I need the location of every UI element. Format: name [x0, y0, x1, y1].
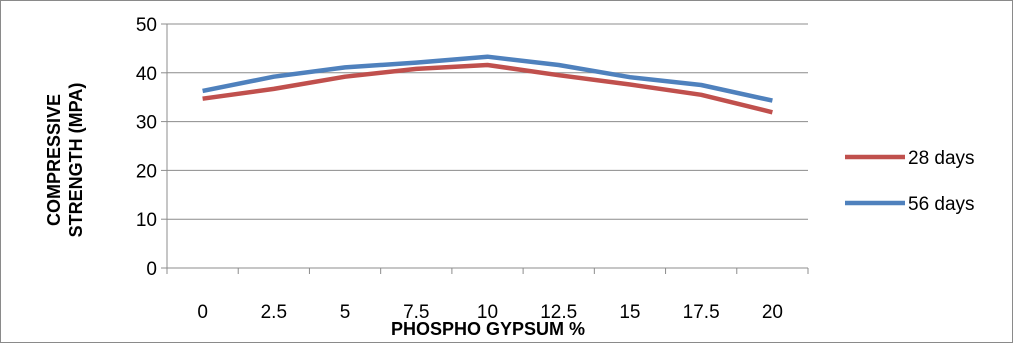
- y-tick-label: 50: [136, 15, 157, 36]
- gridlines: [167, 23, 808, 220]
- series-line-56-days: [202, 54, 773, 103]
- legend: 28 days 56 days: [845, 148, 975, 215]
- x-tick-label: 17.5: [683, 302, 720, 323]
- y-tick-label: 0: [146, 259, 157, 280]
- legend-label: 28 days: [908, 148, 975, 169]
- series-line-28-days: [202, 62, 773, 115]
- y-tick-label: 10: [136, 210, 157, 231]
- x-tick-label: 0: [197, 302, 208, 323]
- y-axis-title-line-1: COMPRESSIVE: [44, 94, 64, 226]
- x-tick-label: 20: [762, 302, 783, 323]
- x-axis-title: PHOSPHO GYPSUM %: [391, 319, 585, 339]
- y-axis-title-line-2: STRENGTH (MPA): [66, 83, 86, 238]
- x-tick-label: 2.5: [261, 302, 287, 323]
- x-tick-label: 5: [340, 302, 351, 323]
- x-tick-label: 7.5: [403, 302, 429, 323]
- series-lines: [202, 54, 773, 115]
- x-tick-label: 10: [477, 302, 498, 323]
- x-tick-label: 12.5: [540, 302, 577, 323]
- y-axis-title: COMPRESSIVE STRENGTH (MPA): [44, 83, 86, 238]
- y-tick-labels: 0 10 20 30 40 50: [136, 15, 157, 280]
- y-tick-label: 20: [136, 161, 157, 182]
- y-tick-label: 30: [136, 113, 157, 134]
- x-tick-label: 15: [619, 302, 640, 323]
- axes: [161, 23, 809, 274]
- y-tick-label: 40: [136, 64, 157, 85]
- legend-label: 56 days: [908, 194, 975, 215]
- x-tick-labels: 0 2.5 5 7.5 10 12.5 15 17.5 20: [197, 302, 783, 323]
